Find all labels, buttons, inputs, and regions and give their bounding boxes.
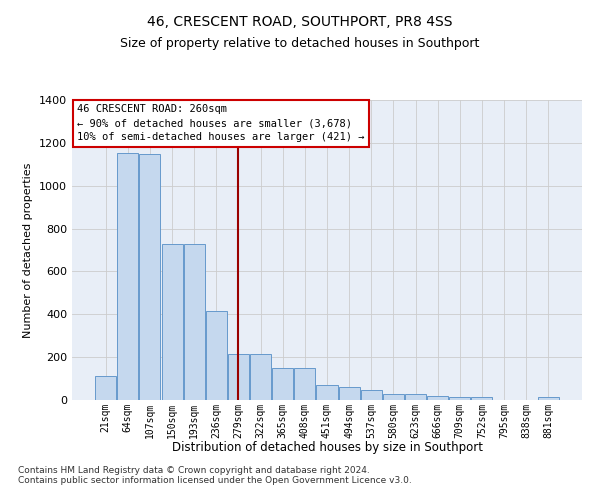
Y-axis label: Number of detached properties: Number of detached properties	[23, 162, 34, 338]
Bar	[118, 152, 139, 400]
Bar	[184, 244, 205, 400]
Bar	[206, 311, 227, 400]
Bar	[139, 154, 160, 400]
Text: Contains HM Land Registry data © Crown copyright and database right 2024.
Contai: Contains HM Land Registry data © Crown c…	[18, 466, 412, 485]
Bar	[538, 396, 559, 400]
Bar	[427, 396, 448, 400]
Text: 46 CRESCENT ROAD: 260sqm
← 90% of detached houses are smaller (3,678)
10% of sem: 46 CRESCENT ROAD: 260sqm ← 90% of detach…	[77, 104, 365, 142]
Bar	[472, 396, 493, 400]
Bar	[383, 394, 404, 400]
Bar	[95, 376, 116, 400]
Text: Size of property relative to detached houses in Southport: Size of property relative to detached ho…	[121, 38, 479, 51]
Bar	[361, 390, 382, 400]
Bar	[295, 368, 316, 400]
Bar	[272, 368, 293, 400]
Bar	[405, 394, 426, 400]
Text: Distribution of detached houses by size in Southport: Distribution of detached houses by size …	[172, 441, 482, 454]
Bar	[228, 354, 249, 400]
Bar	[161, 244, 182, 400]
Bar	[250, 354, 271, 400]
Text: 46, CRESCENT ROAD, SOUTHPORT, PR8 4SS: 46, CRESCENT ROAD, SOUTHPORT, PR8 4SS	[147, 15, 453, 29]
Bar	[316, 386, 338, 400]
Bar	[338, 386, 359, 400]
Bar	[449, 396, 470, 400]
